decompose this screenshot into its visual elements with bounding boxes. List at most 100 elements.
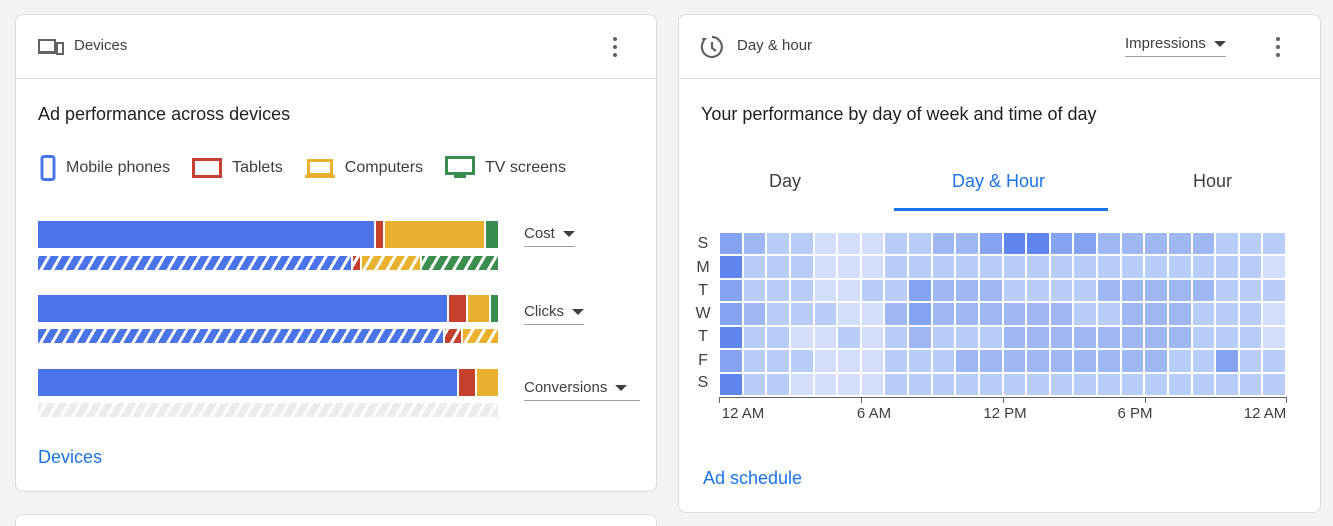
heatmap-cell[interactable] [1263, 350, 1285, 372]
heatmap-cell[interactable] [1098, 373, 1120, 395]
heatmap-cell[interactable] [1050, 326, 1073, 349]
heatmap-cell[interactable] [1003, 279, 1026, 302]
heatmap-cell[interactable] [790, 279, 813, 302]
heatmap-cell[interactable] [1168, 279, 1191, 302]
heatmap-cell[interactable] [1145, 279, 1167, 302]
heatmap-cell[interactable] [1121, 233, 1144, 255]
heatmap-cell[interactable] [743, 373, 766, 395]
heatmap-cell[interactable] [743, 256, 766, 278]
heatmap-cell[interactable] [1050, 350, 1073, 372]
heatmap-cell[interactable] [743, 233, 766, 255]
heatmap-cell[interactable] [1050, 233, 1073, 255]
heatmap-cell[interactable] [1263, 279, 1285, 302]
heatmap-cell[interactable] [1239, 256, 1262, 278]
heatmap-cell[interactable] [1145, 373, 1167, 395]
heatmap-cell[interactable] [932, 303, 955, 325]
heatmap-cell[interactable] [838, 233, 860, 255]
heatmap-cell[interactable] [1074, 233, 1096, 255]
heatmap-cell[interactable] [838, 303, 860, 325]
heatmap-cell[interactable] [1168, 326, 1191, 349]
heatmap-cell[interactable] [1003, 256, 1026, 278]
heatmap-cell[interactable] [1263, 233, 1285, 255]
heatmap-cell[interactable] [1192, 373, 1215, 395]
heatmap-cell[interactable] [743, 303, 766, 325]
heatmap-cell[interactable] [790, 256, 813, 278]
heatmap-cell[interactable] [767, 279, 789, 302]
heatmap-cell[interactable] [743, 326, 766, 349]
conversions-metric-dropdown[interactable]: Conversions [524, 379, 640, 401]
devices-more-options-icon[interactable] [605, 35, 625, 61]
heatmap-cell[interactable] [838, 350, 860, 372]
heatmap-cell[interactable] [956, 373, 978, 395]
day-hour-heatmap[interactable] [719, 232, 1286, 396]
heatmap-cell[interactable] [861, 303, 884, 325]
heatmap-cell[interactable] [720, 256, 742, 278]
legend-item-tablets[interactable]: Tablets [192, 157, 283, 179]
heatmap-cell[interactable] [1168, 233, 1191, 255]
heatmap-cell[interactable] [1027, 326, 1049, 349]
heatmap-cell[interactable] [1239, 326, 1262, 349]
heatmap-cell[interactable] [956, 326, 978, 349]
heatmap-cell[interactable] [909, 326, 931, 349]
heatmap-cell[interactable] [838, 326, 860, 349]
bar-segment-tablet[interactable] [447, 295, 466, 322]
heatmap-cell[interactable] [885, 326, 907, 349]
heatmap-cell[interactable] [1098, 279, 1120, 302]
heatmap-cell[interactable] [1216, 233, 1238, 255]
heatmap-cell[interactable] [1003, 233, 1026, 255]
heatmap-cell[interactable] [861, 279, 884, 302]
ad-schedule-link[interactable]: Ad schedule [703, 468, 803, 488]
heatmap-cell[interactable] [909, 233, 931, 255]
heatmap-cell[interactable] [838, 256, 860, 278]
bar-segment-tv[interactable] [484, 221, 498, 248]
heatmap-cell[interactable] [720, 350, 742, 372]
heatmap-cell[interactable] [979, 373, 1002, 395]
heatmap-cell[interactable] [1145, 256, 1167, 278]
heatmap-cell[interactable] [1145, 303, 1167, 325]
heatmap-cell[interactable] [814, 350, 837, 372]
heatmap-cell[interactable] [956, 256, 978, 278]
heatmap-cell[interactable] [814, 373, 837, 395]
heatmap-cell[interactable] [1098, 326, 1120, 349]
heatmap-cell[interactable] [1003, 373, 1026, 395]
heatmap-cell[interactable] [861, 256, 884, 278]
heatmap-cell[interactable] [1050, 279, 1073, 302]
heatmap-cell[interactable] [909, 350, 931, 372]
heatmap-cell[interactable] [814, 233, 837, 255]
heatmap-cell[interactable] [1027, 279, 1049, 302]
heatmap-cell[interactable] [720, 303, 742, 325]
heatmap-cell[interactable] [932, 256, 955, 278]
heatmap-cell[interactable] [1239, 373, 1262, 395]
heatmap-cell[interactable] [1121, 350, 1144, 372]
heatmap-cell[interactable] [932, 350, 955, 372]
heatmap-cell[interactable] [1168, 303, 1191, 325]
heatmap-cell[interactable] [1027, 303, 1049, 325]
heatmap-cell[interactable] [767, 373, 789, 395]
heatmap-cell[interactable] [885, 373, 907, 395]
heatmap-cell[interactable] [1216, 350, 1238, 372]
heatmap-cell[interactable] [1050, 303, 1073, 325]
heatmap-cell[interactable] [1168, 350, 1191, 372]
heatmap-cell[interactable] [1168, 373, 1191, 395]
heatmap-cell[interactable] [790, 326, 813, 349]
bar-segment-computer[interactable] [465, 295, 489, 322]
heatmap-cell[interactable] [720, 326, 742, 349]
heatmap-cell[interactable] [1098, 303, 1120, 325]
heatmap-cell[interactable] [1027, 373, 1049, 395]
heatmap-cell[interactable] [1027, 256, 1049, 278]
heatmap-cell[interactable] [1263, 303, 1285, 325]
heatmap-cell[interactable] [720, 373, 742, 395]
heatmap-cell[interactable] [790, 350, 813, 372]
bar-segment-tablet[interactable] [456, 369, 475, 396]
heatmap-cell[interactable] [1074, 279, 1096, 302]
heatmap-cell[interactable] [956, 350, 978, 372]
heatmap-cell[interactable] [743, 350, 766, 372]
heatmap-cell[interactable] [979, 326, 1002, 349]
heatmap-cell[interactable] [790, 373, 813, 395]
bar-segment-computer[interactable] [474, 369, 498, 396]
bar-segment-tablet[interactable] [373, 221, 383, 248]
tab-hour[interactable]: Hour [1193, 171, 1233, 191]
legend-item-mobile[interactable]: Mobile phones [40, 155, 170, 181]
heatmap-cell[interactable] [932, 233, 955, 255]
heatmap-cell[interactable] [1074, 326, 1096, 349]
